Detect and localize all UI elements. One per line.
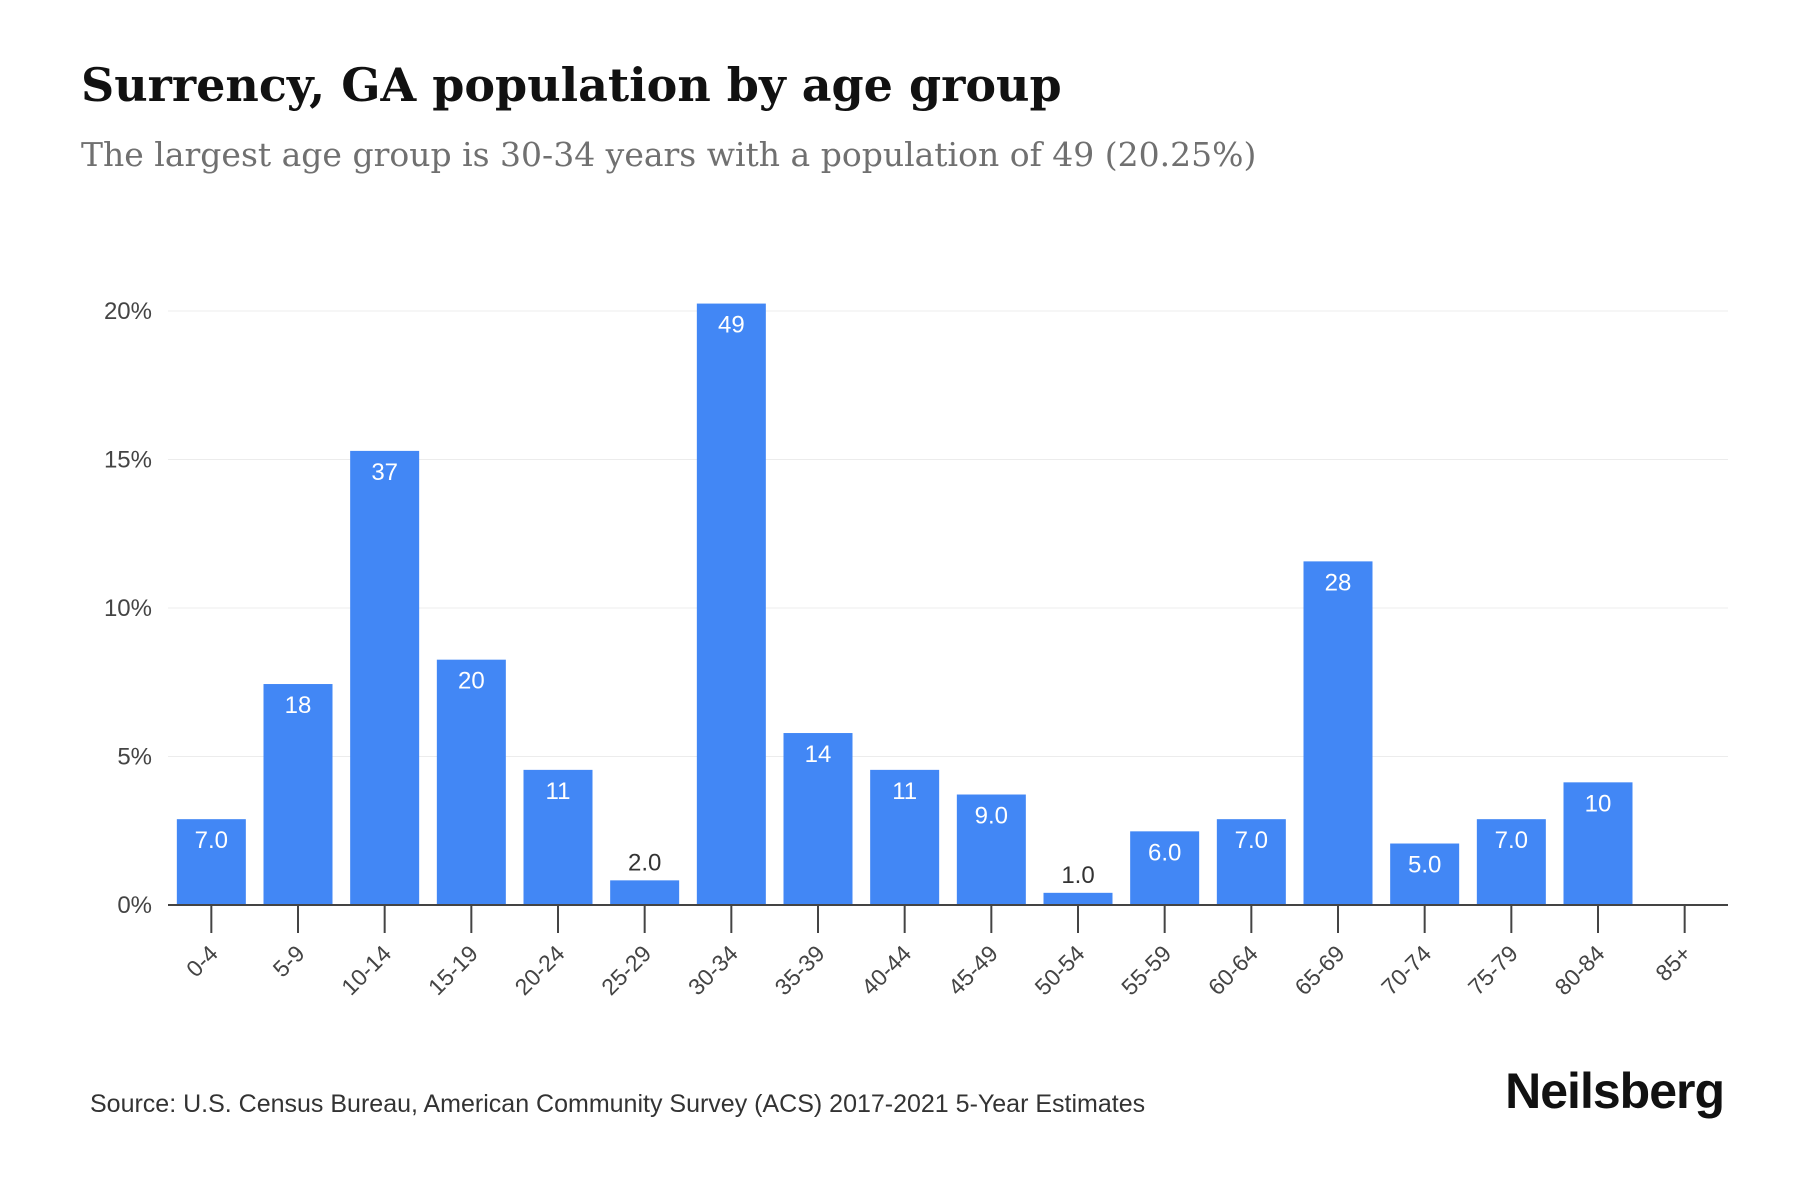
x-tick-label: 20-24: [510, 940, 570, 1000]
bars: [176, 303, 1633, 905]
y-tick-label: 5%: [117, 744, 152, 771]
data-label: 6.0: [1148, 839, 1181, 866]
x-tick-label: 45-49: [943, 940, 1003, 1000]
bar: [1390, 843, 1460, 905]
bar: [610, 880, 680, 905]
bar: [523, 769, 593, 905]
bar: [1216, 819, 1286, 905]
x-tick-label: 5-9: [268, 940, 310, 982]
x-tick-label: 10-14: [336, 940, 396, 1000]
data-label: 10: [1585, 790, 1612, 817]
data-label: 28: [1325, 569, 1352, 596]
x-tick-label: 0-4: [181, 940, 223, 982]
chart-subtitle: The largest age group is 30-34 years wit…: [81, 135, 1257, 174]
x-tick-label: 15-19: [423, 940, 483, 1000]
data-label: 37: [371, 459, 398, 486]
bar: [1303, 561, 1373, 905]
x-tick-label: 60-64: [1203, 940, 1263, 1000]
data-label: 7.0: [195, 827, 228, 854]
data-label: 11: [892, 778, 917, 805]
data-label: 14: [805, 741, 832, 768]
data-label: 5.0: [1408, 852, 1441, 879]
data-label: 1.0: [1061, 862, 1094, 889]
data-label: 49: [718, 312, 745, 339]
x-tick-label: 75-79: [1463, 940, 1523, 1000]
bar: [263, 684, 333, 905]
data-label: 20: [458, 668, 485, 695]
x-axis-ticks: 0-4 5-9 10-14 15-19 20-24 25-29 30-34 35-39 40-4…: [181, 905, 1696, 1000]
x-tick-label: 70-74: [1376, 940, 1436, 1000]
bar: [350, 450, 420, 905]
bar: [1130, 831, 1200, 905]
data-label: 9.0: [975, 803, 1008, 830]
y-tick-label: 10%: [104, 595, 152, 622]
bar: [696, 303, 766, 905]
data-label: 2.0: [628, 849, 661, 876]
bar: [1476, 819, 1546, 905]
data-labels: 7.0 18 37 20 11 2.0 49 14 11 9.0 1.0 6.0 7.0 28 5.0 7.0…: [195, 312, 1612, 889]
x-tick-label: 55-59: [1116, 940, 1176, 1000]
x-tick-label: 80-84: [1550, 940, 1610, 1000]
x-tick-label: 25-29: [596, 940, 656, 1000]
bar: [1043, 892, 1113, 905]
y-axis-ticks: 0% 5% 10% 15% 20%: [104, 298, 152, 919]
data-label: 7.0: [1495, 827, 1528, 854]
chart-title: Surrency, GA population by age group: [81, 58, 1062, 112]
x-tick-label: 30-34: [683, 940, 743, 1000]
bar: [176, 819, 246, 905]
y-tick-label: 20%: [104, 298, 152, 325]
bar: [956, 794, 1026, 905]
x-tick-label: 35-39: [770, 940, 830, 1000]
data-label: 18: [285, 692, 312, 719]
y-tick-label: 0%: [117, 892, 152, 919]
y-tick-label: 15%: [104, 447, 152, 474]
bar: [1563, 782, 1633, 905]
x-tick-label: 65-69: [1290, 940, 1350, 1000]
data-label: 7.0: [1235, 827, 1268, 854]
source-note: Source: U.S. Census Bureau, American Com…: [90, 1090, 1146, 1118]
x-tick-label: 50-54: [1030, 940, 1090, 1000]
brand-logo: Neilsberg: [1505, 1063, 1725, 1119]
data-label: 11: [546, 778, 571, 805]
gridlines: [168, 310, 1728, 757]
bar: [870, 769, 940, 905]
bar: [436, 659, 506, 905]
x-tick-label: 85+: [1650, 940, 1696, 986]
x-tick-label: 40-44: [856, 940, 916, 1000]
bar: [783, 733, 853, 905]
